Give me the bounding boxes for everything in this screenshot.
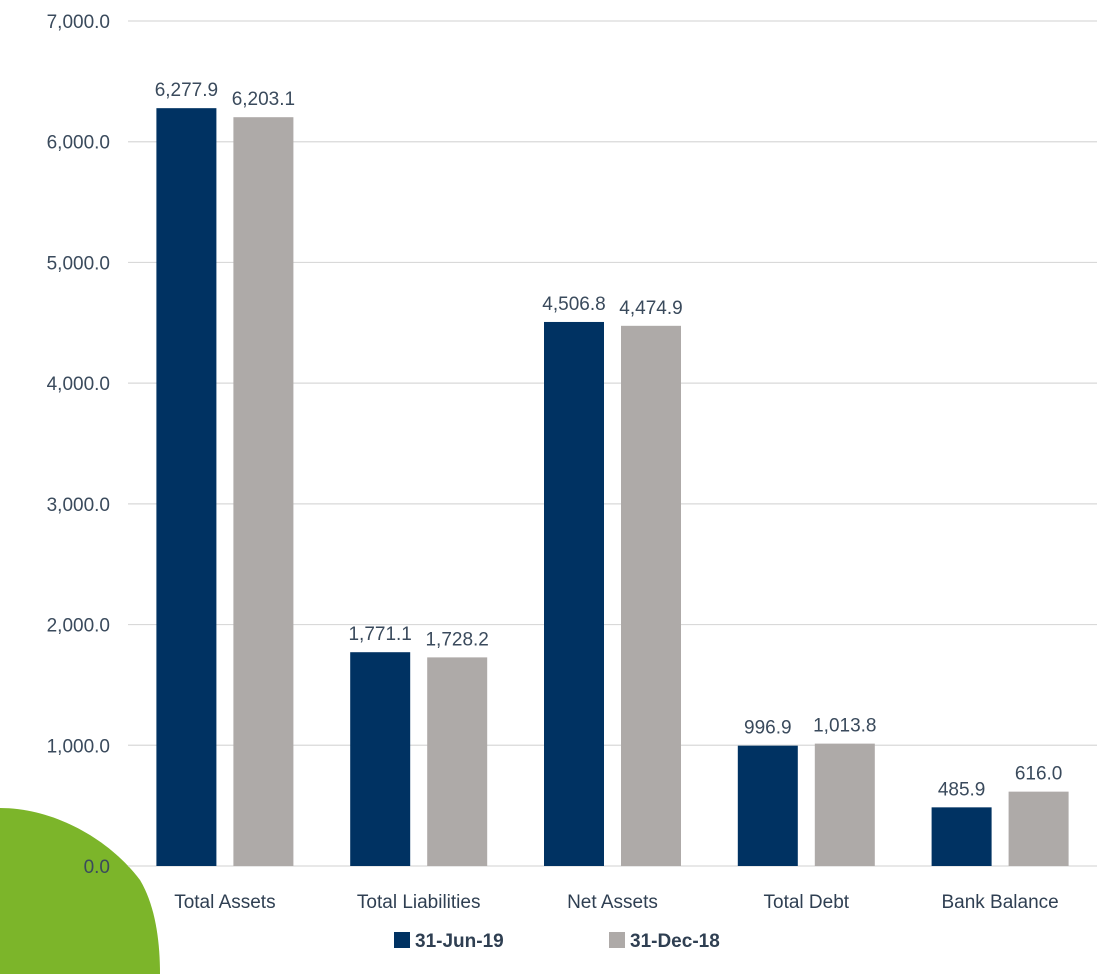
data-label: 996.9 <box>744 718 792 739</box>
bar <box>814 743 875 866</box>
bar <box>427 657 488 866</box>
y-tick-label: 5,000.0 <box>47 253 110 274</box>
data-labels: 6,277.9 6,203.1 1,771.1 1,728.2 4,506.8 4,474… <box>155 80 1063 800</box>
y-tick-label: 7,000.0 <box>47 12 110 33</box>
y-axis-ticks: 0.0 1,000.0 2,000.0 3,000.0 4,000.0 5,000.0 6,… <box>47 12 110 878</box>
y-tick-label: 0.0 <box>84 857 110 878</box>
legend-label-series-2: 31-Dec-18 <box>630 931 720 952</box>
data-label: 6,277.9 <box>155 80 218 101</box>
x-category-label: Total Debt <box>764 892 850 913</box>
data-label: 4,506.8 <box>542 294 605 315</box>
bar <box>931 807 992 866</box>
legend-swatch-series-2 <box>609 932 625 948</box>
bar <box>737 745 798 866</box>
bar <box>350 652 411 866</box>
y-tick-label: 2,000.0 <box>47 616 110 637</box>
x-category-label: Total Assets <box>174 892 275 913</box>
y-tick-label: 3,000.0 <box>47 495 110 516</box>
y-tick-label: 4,000.0 <box>47 374 110 395</box>
data-label: 6,203.1 <box>232 89 295 110</box>
x-axis-categories: Total Assets Total Liabilities Net Assets T… <box>174 892 1059 913</box>
legend: 31-Jun-19 31-Dec-18 <box>394 931 720 952</box>
data-label: 1,013.8 <box>813 716 876 737</box>
bar <box>233 117 294 867</box>
data-label: 4,474.9 <box>619 298 682 319</box>
bar <box>544 321 604 866</box>
data-label: 485.9 <box>938 779 986 800</box>
x-category-label: Total Liabilities <box>357 892 481 913</box>
data-label: 1,771.1 <box>348 624 411 645</box>
bar <box>621 325 681 866</box>
y-tick-label: 1,000.0 <box>47 736 110 757</box>
bar <box>156 108 217 866</box>
bars <box>156 108 1069 867</box>
legend-label-series-1: 31-Jun-19 <box>415 931 504 952</box>
x-category-label: Net Assets <box>567 892 658 913</box>
legend-swatch-series-1 <box>394 932 410 948</box>
y-tick-label: 6,000.0 <box>47 133 110 154</box>
x-category-label: Bank Balance <box>941 892 1058 913</box>
green-decorative-shape <box>0 808 160 974</box>
data-label: 616.0 <box>1015 764 1063 785</box>
data-label: 1,728.2 <box>425 629 488 650</box>
bar <box>1008 791 1069 866</box>
